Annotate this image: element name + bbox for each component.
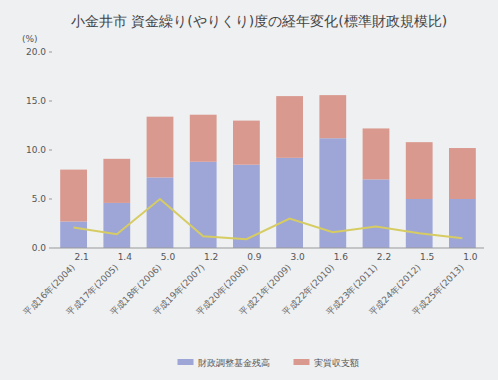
y-axis-title: (%) [22, 34, 38, 44]
y-tick-label: 0.0 [32, 243, 47, 253]
background [0, 0, 498, 380]
bar [449, 148, 476, 199]
data-label: 1.4 [118, 252, 133, 262]
legend-swatch [178, 359, 194, 365]
bar [103, 159, 130, 203]
x-axis [52, 248, 484, 249]
bar [319, 95, 346, 138]
y-tick [49, 248, 52, 249]
bar [147, 117, 174, 178]
bar [190, 115, 217, 162]
line [74, 199, 463, 239]
legend-label: 実質収支額 [314, 358, 359, 368]
data-label: 1.6 [334, 252, 349, 262]
y-tick-label: 15.0 [26, 96, 46, 106]
data-label: 2.2 [377, 252, 391, 262]
y-tick-label: 10.0 [26, 145, 46, 155]
bar [233, 121, 260, 165]
data-label: 0.9 [247, 252, 262, 262]
y-tick-label: 20.0 [26, 47, 46, 57]
data-label: 2.1 [74, 252, 88, 262]
data-label: 5.0 [161, 252, 176, 262]
bar [363, 179, 390, 248]
data-label: 3.0 [290, 252, 305, 262]
bar [276, 158, 303, 248]
bar [363, 128, 390, 179]
data-label: 1.0 [463, 252, 478, 262]
y-tick-label: 5.0 [32, 194, 47, 204]
x-tick-label: 平成25年(2013) [410, 262, 465, 317]
y-tick [49, 52, 52, 53]
title: 小金井市 資金繰り(やりくり)度の経年変化(標準財政規模比) [71, 13, 447, 29]
bar [147, 177, 174, 248]
legend-swatch [294, 359, 310, 365]
bar [406, 199, 433, 248]
bar [449, 199, 476, 248]
bar [406, 142, 433, 199]
chart: 小金井市 資金繰り(やりくり)度の経年変化(標準財政規模比) (%) 0.0 5.0 1… [0, 0, 498, 380]
legend-label: 財政調整基金残高 [198, 358, 270, 368]
y-tick [49, 150, 52, 151]
marks [60, 95, 476, 248]
y-tick [49, 199, 52, 200]
data-label: 1.5 [420, 252, 434, 262]
data-label: 1.2 [204, 252, 218, 262]
y-tick [49, 101, 52, 102]
bar [276, 96, 303, 158]
legend: 財政調整基金残高 実質収支額 [178, 358, 359, 368]
bar [60, 222, 87, 248]
bar [60, 170, 87, 222]
